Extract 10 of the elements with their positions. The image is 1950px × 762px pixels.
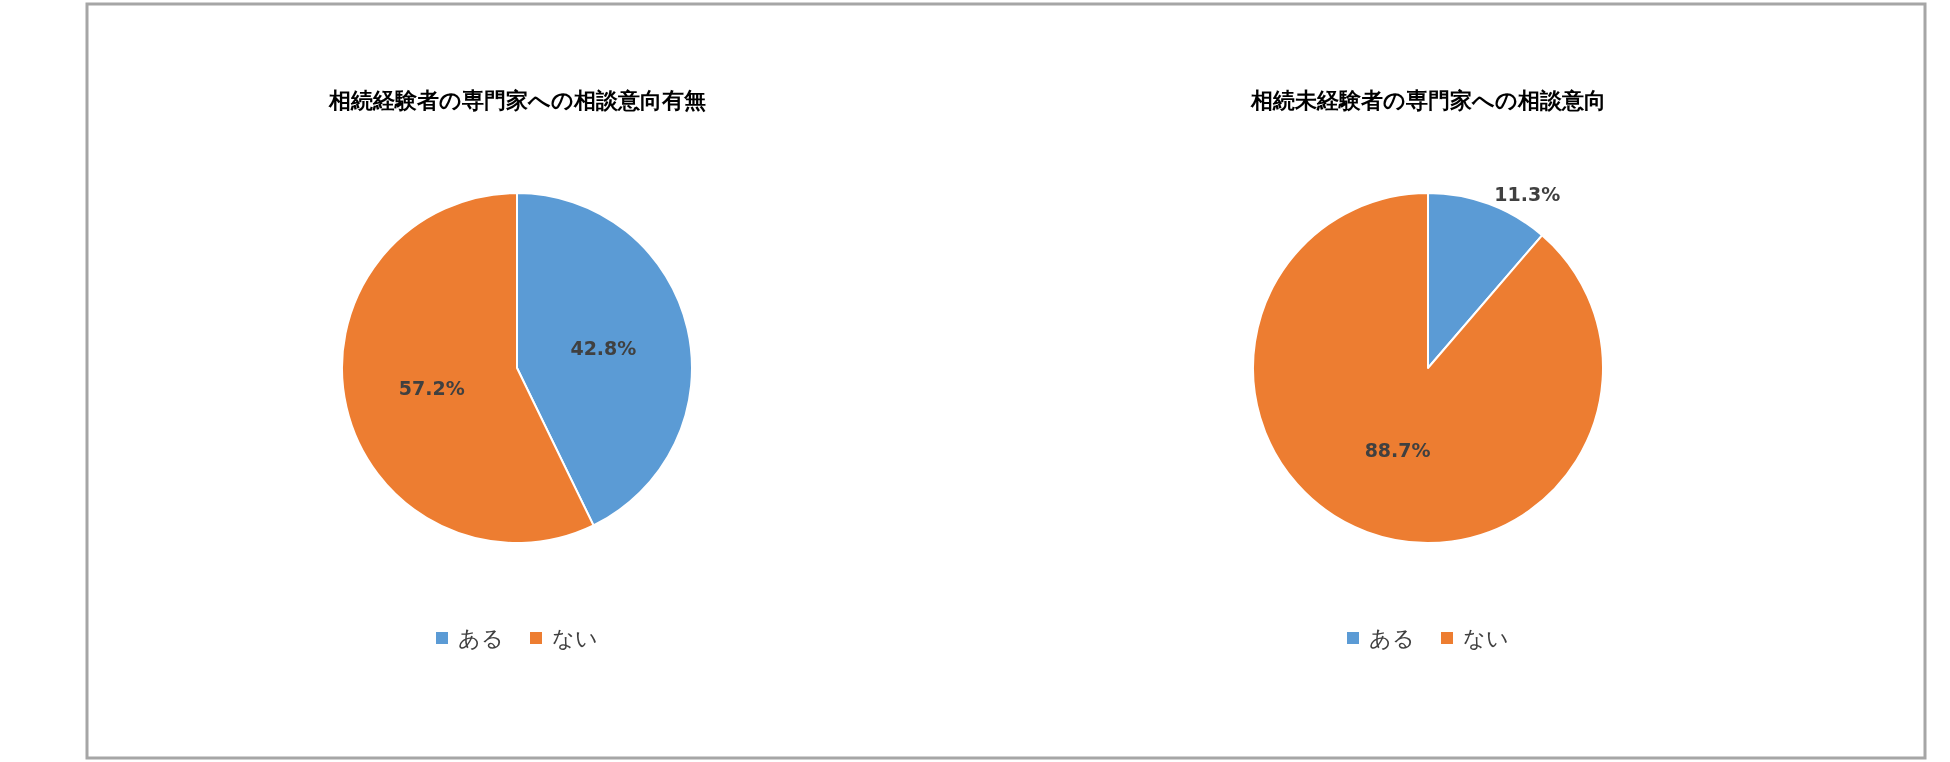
legend-label: ない [1463, 626, 1509, 651]
legend-label: ない [552, 626, 598, 651]
legend-label: ある [1369, 626, 1415, 651]
chart-title: 相続未経験者の専門家への相談意向 [1250, 88, 1606, 113]
data-label: 88.7% [1364, 439, 1431, 462]
chart-title: 相続経験者の専門家への相談意向有無 [328, 88, 706, 113]
legend-label: ある [458, 626, 504, 651]
data-label: 57.2% [398, 376, 465, 399]
data-label: 42.8% [570, 337, 637, 360]
data-label: 11.3% [1494, 183, 1561, 206]
